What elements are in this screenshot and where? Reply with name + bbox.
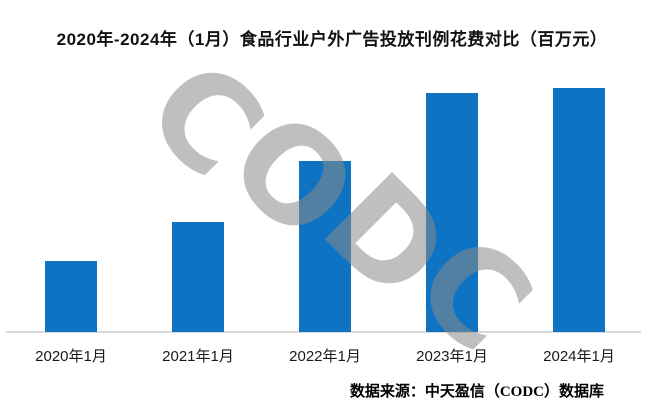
x-axis-label-2020年1月: 2020年1月 xyxy=(35,348,107,365)
watermark-letter: O xyxy=(200,83,388,271)
bar-2024年1月 xyxy=(553,88,605,332)
x-axis-label-2023年1月: 2023年1月 xyxy=(416,348,488,365)
x-axis-label-2022年1月: 2022年1月 xyxy=(289,348,361,365)
x-axis-label-2024年1月: 2024年1月 xyxy=(543,348,615,365)
bar-2023年1月 xyxy=(426,93,478,332)
x-axis-line xyxy=(6,331,641,333)
bar-2021年1月 xyxy=(172,222,224,332)
bar-2020年1月 xyxy=(45,261,97,332)
watermark-letter: C xyxy=(117,31,295,209)
chart-title: 2020年-2024年（1月）食品行业户外广告投放刊例花费对比（百万元） xyxy=(56,30,608,49)
data-source-note: 数据来源：中天盈信（CODC）数据库 xyxy=(349,384,604,400)
bar-2022年1月 xyxy=(299,161,351,332)
x-axis-label-2021年1月: 2021年1月 xyxy=(162,348,234,365)
